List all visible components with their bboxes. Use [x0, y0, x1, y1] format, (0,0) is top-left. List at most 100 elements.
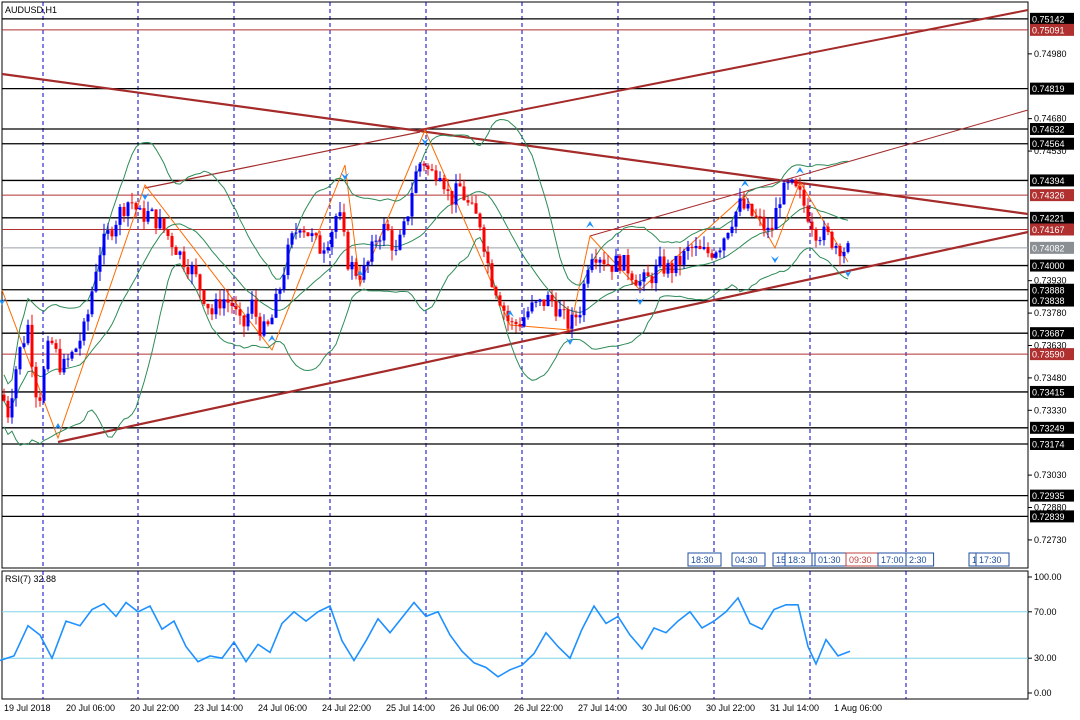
- candle-body: [418, 163, 422, 172]
- band-middle: [3, 191, 849, 410]
- candle-body: [710, 253, 714, 258]
- time-label: 25 Jul 14:00: [386, 703, 435, 713]
- candle-body: [34, 366, 38, 398]
- candle-body: [630, 273, 634, 280]
- level-label-box: [1030, 259, 1074, 272]
- band-upper: [3, 118, 849, 385]
- candle-body: [290, 233, 294, 245]
- rsi-tick-label: 0.00: [1034, 688, 1052, 698]
- time-axis: 19 Jul 2018 20 Jul 06:00 20 Jul 22:00 23 Ju…: [4, 703, 882, 713]
- time-label: 30 Jul 06:00: [642, 703, 691, 713]
- candle-body: [422, 163, 426, 166]
- candle-body: [754, 215, 758, 217]
- event-marker: [687, 552, 722, 567]
- candle-body: [718, 250, 722, 253]
- candle-body: [574, 314, 578, 318]
- candle-body: [498, 295, 502, 306]
- candle-body: [586, 270, 590, 284]
- event-marker-label: 1: [972, 555, 977, 565]
- level-label-box: [1030, 327, 1074, 340]
- candle-body: [534, 301, 538, 303]
- level-label: 0.74819: [1032, 84, 1065, 94]
- candle-body: [350, 262, 354, 270]
- candle-body: [42, 369, 46, 401]
- channel-line-left: [144, 131, 421, 189]
- candle-body: [490, 263, 494, 287]
- level-label: 0.74564: [1032, 139, 1065, 149]
- candle-body: [110, 230, 114, 237]
- candle-body: [642, 272, 646, 282]
- candle-body: [178, 251, 182, 255]
- event-marker-label: 04:30: [735, 555, 758, 565]
- candle-body: [458, 183, 462, 187]
- level-label-box: [1030, 123, 1074, 136]
- candle-body: [198, 274, 202, 290]
- time-label: 20 Jul 22:00: [130, 703, 179, 713]
- candle-body: [54, 343, 58, 349]
- candle-body: [818, 240, 822, 242]
- candle-body: [258, 316, 262, 336]
- candle-body: [530, 302, 534, 312]
- candle-body: [798, 186, 802, 190]
- level-label: 0.72935: [1032, 491, 1065, 501]
- candle-body: [362, 265, 366, 280]
- candle-body: [78, 340, 82, 349]
- candle-body: [742, 198, 746, 209]
- event-marker-label: 2:30: [909, 555, 927, 565]
- time-label: 31 Jul 14:00: [770, 703, 819, 713]
- candle-body: [830, 231, 834, 248]
- candle-body: [386, 224, 390, 231]
- level-label-box: [1030, 211, 1074, 224]
- candle-body: [402, 221, 406, 235]
- fractal-arrows: [0, 138, 852, 430]
- candle-body: [454, 183, 458, 205]
- candle-body: [466, 200, 470, 203]
- level-label-box: [1030, 82, 1074, 95]
- candle-body: [478, 213, 482, 228]
- candle-body: [162, 218, 166, 230]
- candle-body: [274, 293, 278, 318]
- level-label: 0.75142: [1032, 14, 1065, 24]
- candle-body: [10, 398, 14, 418]
- vertical-grid: [42, 2, 907, 699]
- candle-body: [810, 221, 814, 230]
- price-tick-label: 0.72880: [1034, 503, 1067, 513]
- candle-body: [146, 211, 150, 222]
- candle-body: [622, 254, 626, 271]
- candle-body: [98, 255, 102, 272]
- event-marker: [905, 552, 935, 567]
- level-label: 0.72839: [1032, 512, 1065, 522]
- candle-body: [538, 299, 542, 302]
- candle-body: [758, 216, 762, 218]
- candle-body: [102, 233, 106, 256]
- candle-body: [46, 340, 50, 370]
- candle-body: [106, 230, 110, 234]
- candle-body: [542, 299, 546, 307]
- candle-body: [446, 189, 450, 191]
- candle-body: [378, 240, 382, 242]
- level-label-box: [1030, 283, 1074, 296]
- candle-body: [226, 299, 230, 303]
- candle-body: [366, 261, 370, 266]
- level-label-box: [1030, 294, 1074, 307]
- trend-line-ascending-upper: [419, 9, 1029, 131]
- candle-body: [494, 286, 498, 296]
- candle-body: [342, 212, 346, 232]
- trend-line-descending: [1, 72, 1029, 216]
- candle-body: [38, 397, 42, 401]
- event-marker-label: 15: [776, 555, 786, 565]
- candle-body: [18, 347, 22, 370]
- candle-body: [70, 351, 74, 359]
- candle-body: [286, 244, 290, 276]
- candle-body: [206, 303, 210, 309]
- candle-body: [414, 171, 418, 193]
- candle-body: [14, 369, 18, 399]
- candle-body: [218, 299, 222, 309]
- candle-body: [518, 324, 522, 327]
- event-marker-label: 17:00: [881, 555, 904, 565]
- level-label-box: [1030, 23, 1074, 36]
- level-label-box: [1030, 223, 1074, 236]
- level-label-box: [1030, 12, 1074, 25]
- candle-body: [410, 192, 414, 217]
